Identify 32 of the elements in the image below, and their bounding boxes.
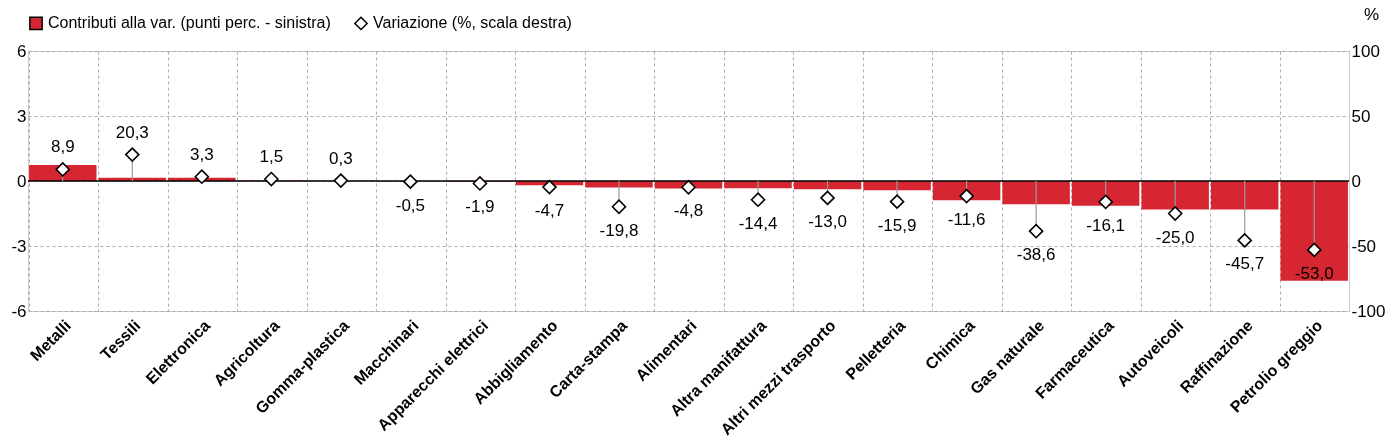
data-label: -19,8 [599, 220, 639, 240]
legend-label: Contributi alla var. (punti perc. - sinistra) [48, 14, 331, 32]
data-label: -16,1 [1086, 215, 1126, 235]
data-label: -53,0 [1294, 263, 1334, 283]
data-label: -15,9 [877, 215, 917, 235]
y-tick-label: -6 [11, 301, 27, 321]
data-label: -11,6 [947, 210, 986, 230]
y2-tick-label: -100 [1351, 301, 1386, 321]
data-label: -45,7 [1225, 254, 1265, 274]
y2-tick-label: 50 [1351, 106, 1371, 126]
y-tick-label: 0 [17, 171, 27, 191]
data-label: 3,3 [190, 144, 214, 164]
data-label: -14,4 [738, 213, 778, 233]
y-tick-label: 3 [17, 106, 27, 126]
data-label: -4,7 [534, 201, 565, 221]
data-label: -1,9 [465, 197, 495, 217]
data-label: 1,5 [259, 147, 284, 167]
data-label: -0,5 [395, 195, 426, 215]
y2-tick-label: -50 [1351, 236, 1377, 256]
y-tick-label: 6 [17, 41, 27, 61]
data-label: -4,8 [673, 201, 704, 221]
data-label: -38,6 [1016, 245, 1056, 265]
y-tick-label: -3 [11, 236, 27, 256]
data-label: -13,0 [808, 211, 847, 231]
data-label: 8,9 [50, 137, 75, 157]
y2-axis-title: % [1363, 4, 1380, 24]
data-label: 0,3 [329, 148, 353, 168]
data-label: 20,3 [115, 122, 149, 142]
y2-tick-label: 100 [1351, 41, 1380, 61]
legend-label: Variazione (%, scala destra) [373, 14, 572, 32]
data-label: -25,0 [1155, 227, 1195, 247]
y2-tick-label: 0 [1351, 171, 1361, 191]
